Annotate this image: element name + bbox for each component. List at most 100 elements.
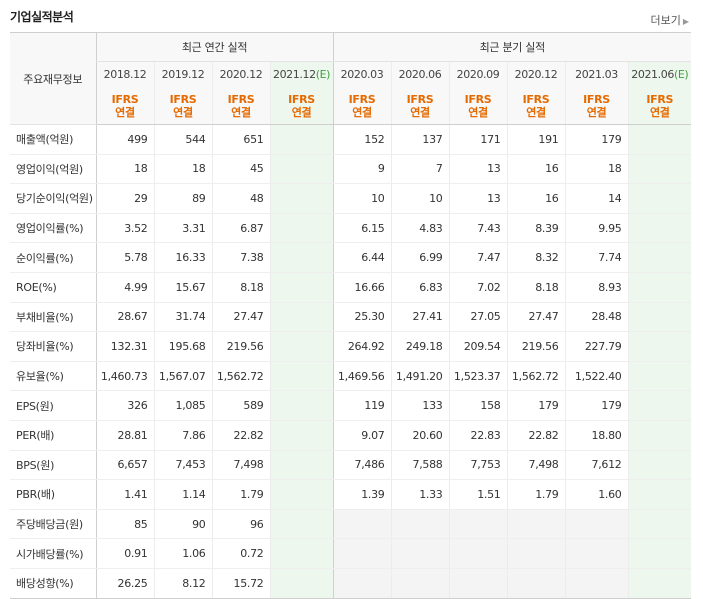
consolidated-label: 연결 <box>173 105 193 119</box>
value-cell: 219.56 <box>211 331 270 362</box>
value-cell <box>627 272 692 303</box>
value-cell: 7.43 <box>448 212 508 244</box>
value-cell: 249.18 <box>390 331 450 362</box>
value-cell: 7.86 <box>153 420 212 451</box>
row-label: 유보율(%) <box>10 361 96 392</box>
period-header: 2020.03 <box>332 61 392 87</box>
value-cell: 209.54 <box>448 331 508 362</box>
value-cell <box>627 568 692 599</box>
row-label: 매출액(억원) <box>10 124 96 155</box>
period-header: 2021.03 <box>564 61 629 87</box>
financial-table: 주요재무정보 최근 연간 실적 최근 분기 실적 2018.12 2019.12 2020… <box>10 32 692 599</box>
ifrs-label: IFRS <box>464 92 492 106</box>
value-cell: 6.87 <box>211 212 270 244</box>
table-row: 시가배당률(%) 0.91 1.06 0.72 <box>10 538 692 569</box>
value-cell: 7,498 <box>211 450 270 481</box>
value-cell: 96 <box>211 508 270 540</box>
value-cell: 8.18 <box>211 272 270 303</box>
value-cell: 8.12 <box>153 568 212 599</box>
value-cell: 132.31 <box>95 331 154 362</box>
value-cell: 0.72 <box>211 538 270 569</box>
value-cell <box>269 272 334 303</box>
value-cell <box>627 124 692 155</box>
period-header: 2020.09 <box>448 61 508 87</box>
value-cell: 8.32 <box>506 242 566 273</box>
value-cell <box>269 124 334 155</box>
ifrs-label: IFRS <box>288 92 315 106</box>
value-cell: 16.66 <box>332 272 392 303</box>
period-header: 2020.12 <box>506 61 566 87</box>
ifrs-label: IFRS <box>111 92 139 106</box>
value-cell <box>269 212 334 244</box>
value-cell <box>506 538 566 569</box>
value-cell: 9.07 <box>332 420 392 451</box>
value-cell: 8.18 <box>506 272 566 303</box>
value-cell <box>269 420 334 451</box>
value-cell: 31.74 <box>153 301 212 333</box>
value-cell: 7.38 <box>211 242 270 273</box>
value-cell <box>269 479 334 510</box>
value-cell: 16 <box>506 183 566 214</box>
value-cell: 1,460.73 <box>95 361 154 392</box>
value-cell: 4.99 <box>95 272 154 303</box>
table-row: ROE(%) 4.99 15.67 8.18 16.66 6.83 7.02 8.18 8.93 <box>10 272 692 303</box>
period-label: 2019.12 <box>161 68 205 81</box>
value-cell <box>332 568 392 599</box>
value-cell <box>506 508 566 540</box>
row-label: 영업이익(억원) <box>10 154 96 185</box>
period-label: 2020.03 <box>340 68 384 81</box>
period-label: 2020.06 <box>398 68 442 81</box>
value-cell: 26.25 <box>95 568 154 599</box>
value-cell <box>627 242 692 273</box>
value-cell: 1,491.20 <box>390 361 450 392</box>
group-header-row: 주요재무정보 최근 연간 실적 최근 분기 실적 <box>10 32 692 125</box>
value-cell: 6.44 <box>332 242 392 273</box>
table-row: EPS(원) 326 1,085 589 119 133 158 179 179 <box>10 390 692 421</box>
value-cell: 499 <box>95 124 154 155</box>
value-cell: 3.31 <box>153 212 212 244</box>
value-cell: 7,453 <box>153 450 212 481</box>
value-cell: 179 <box>564 390 629 421</box>
value-cell: 133 <box>390 390 450 421</box>
value-cell: 227.79 <box>564 331 629 362</box>
value-cell: 7,588 <box>390 450 450 481</box>
period-label: 2020.12 <box>219 68 263 81</box>
value-cell <box>627 212 692 244</box>
row-label: 부채비율(%) <box>10 301 96 333</box>
row-label: EPS(원) <box>10 390 96 421</box>
value-cell: 15.67 <box>153 272 212 303</box>
period-header: 2018.12 <box>95 61 154 87</box>
period-header-row: 2018.12 2019.12 2020.12 2021.12(E) 2020.03 20… <box>10 61 692 87</box>
estimate-mark: (E) <box>673 68 689 81</box>
table-row: 영업이익(억원) 18 18 45 9 7 13 16 18 <box>10 154 692 185</box>
value-cell <box>627 183 692 214</box>
value-cell: 27.41 <box>390 301 450 333</box>
row-label: 당기순이익(억원) <box>10 183 96 214</box>
value-cell: 22.82 <box>506 420 566 451</box>
ifrs-header-row: IFRS 연결 IFRS 연결 IFRS 연결 IFRS 연결 IFRS 연결 IFRS 연결 IFRS… <box>10 87 692 125</box>
value-cell <box>627 479 692 510</box>
value-cell: 7,486 <box>332 450 392 481</box>
value-cell <box>332 538 392 569</box>
value-cell <box>627 420 692 451</box>
value-cell: 18 <box>564 154 629 185</box>
more-link[interactable]: 더보기 ▶ <box>650 12 689 28</box>
row-label: 순이익률(%) <box>10 242 96 273</box>
ifrs-label: IFRS <box>522 92 550 106</box>
value-cell: 27.47 <box>211 301 270 333</box>
value-cell: 10 <box>390 183 450 214</box>
period-label: 2021.03 <box>575 68 618 81</box>
value-cell: 22.82 <box>211 420 270 451</box>
table-row: 유보율(%) 1,460.73 1,567.07 1,562.72 1,469.56 1,… <box>10 361 692 392</box>
value-cell: 1.06 <box>153 538 212 569</box>
value-cell: 264.92 <box>332 331 392 362</box>
value-cell <box>448 568 508 599</box>
period-header: 2020.06 <box>390 61 450 87</box>
value-cell: 48 <box>211 183 270 214</box>
row-label: ROE(%) <box>10 272 96 303</box>
value-cell: 6,657 <box>95 450 154 481</box>
row-label: 영업이익률(%) <box>10 212 96 244</box>
value-cell: 25.30 <box>332 301 392 333</box>
value-cell: 7,498 <box>506 450 566 481</box>
consolidated-label: 연결 <box>649 105 670 119</box>
